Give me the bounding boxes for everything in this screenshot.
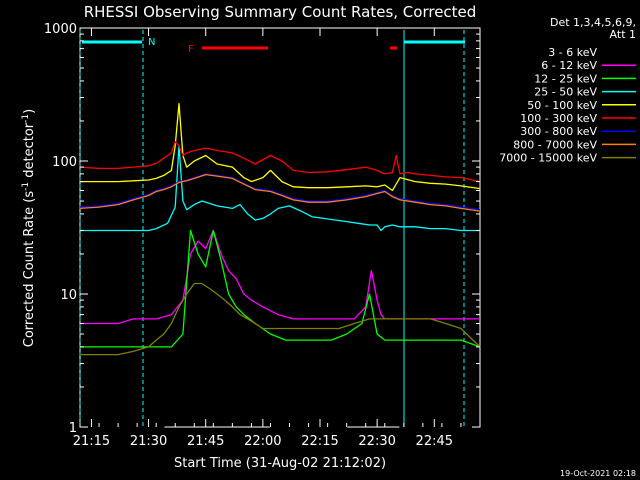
x-tick-label: 22:15 — [301, 434, 338, 449]
series-line-4 — [80, 145, 480, 232]
axes: 21:15 21:30 21:45 22:00 22:15 22:30 22:45 1 10 10… — [44, 22, 481, 449]
series-line-5 — [80, 102, 481, 192]
x-tick-label: 21:30 — [130, 434, 167, 449]
night-marker-label: N — [148, 37, 155, 48]
orbit-markers — [79, 30, 465, 427]
legend-label: 3 - 6 keV — [548, 46, 597, 59]
x-tick-label: 21:15 — [73, 434, 110, 449]
footer-timestamp: 19-Oct-2021 02:18 — [560, 469, 636, 478]
x-tick-label: 22:45 — [416, 434, 453, 449]
chart-title: RHESSI Observing Summary Count Rates, Co… — [84, 3, 477, 21]
series-line-6 — [79, 140, 481, 183]
legend-header-detectors: Det 1,3,4,5,6,9, — [550, 16, 636, 29]
legend-label: 6 - 12 keV — [541, 59, 597, 72]
y-tick-label: 1000 — [44, 22, 77, 37]
y-axis-label: Corrected Count Rate (s-1 detector-1) — [21, 109, 37, 347]
series-line-9 — [80, 282, 481, 356]
y-tick-label: 100 — [52, 155, 77, 170]
series-line-8 — [79, 173, 481, 212]
flare-marker-label: F — [188, 44, 194, 55]
x-tick-label: 22:00 — [244, 434, 281, 449]
legend-label: 50 - 100 keV — [527, 99, 597, 112]
legend-header-attenuator: Att 1 — [610, 28, 636, 41]
x-axis-label: Start Time (31-Aug-02 21:12:02) — [174, 456, 386, 471]
legend-label: 12 - 25 keV — [534, 72, 597, 85]
y-tick-label: 10 — [60, 288, 77, 303]
legend-label: 800 - 7000 keV — [513, 138, 597, 151]
series-line-7 — [79, 173, 481, 211]
x-tick-label: 22:30 — [358, 434, 395, 449]
legend-label: 100 - 300 keV — [520, 112, 597, 125]
x-tick-label: 21:45 — [187, 434, 224, 449]
series-line-2 — [80, 229, 480, 325]
y-tick-label: 1 — [69, 421, 77, 436]
legend-label: 7000 - 15000 keV — [499, 152, 597, 165]
series-line-3 — [80, 229, 481, 348]
legend-label: 25 - 50 keV — [534, 86, 597, 99]
legend-label: 300 - 800 keV — [520, 125, 597, 138]
